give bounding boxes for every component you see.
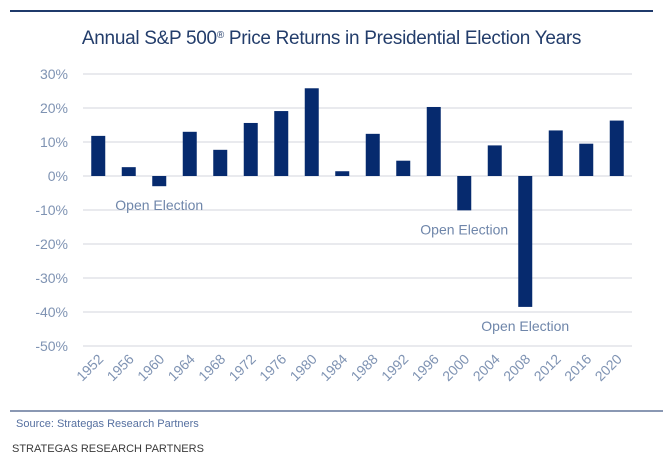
chart-title: Annual S&P 500® Price Returns in Preside… <box>0 28 663 50</box>
bar-1964 <box>182 131 197 176</box>
y-tick-label: 0% <box>48 168 68 184</box>
bar-1972 <box>243 122 258 176</box>
annotations: Open Election Open Election Open Election <box>115 197 569 334</box>
bar-2012 <box>548 130 563 176</box>
bar-1956 <box>121 167 136 176</box>
annotation-open-election: Open Election <box>481 318 569 334</box>
bar-2004 <box>487 145 502 176</box>
gridlines <box>83 73 632 347</box>
y-tick-label: 20% <box>40 100 68 116</box>
bar-2020 <box>609 120 624 176</box>
bar-1996 <box>426 106 441 176</box>
x-tick-label: 1984 <box>317 351 350 384</box>
annotation-open-election: Open Election <box>115 197 203 213</box>
bar-2008 <box>518 176 533 307</box>
bottom-rule <box>10 410 663 412</box>
bar-1984 <box>335 171 350 176</box>
top-rule <box>10 10 653 12</box>
image-caption: STRATEGAS RESEARCH PARTNERS <box>12 443 204 455</box>
x-tick-label: 2016 <box>561 351 594 384</box>
y-tick-label: 10% <box>40 134 68 150</box>
registered-mark: ® <box>216 30 224 41</box>
y-tick-label: -40% <box>35 304 68 320</box>
bar-chart: 30% 20% 10% 0% -10% -20% -30% -40% -50% 19521956… <box>35 66 632 384</box>
x-tick-label: 1988 <box>348 351 381 384</box>
x-tick-label: 1972 <box>226 351 259 384</box>
x-tick-label: 1992 <box>378 351 411 384</box>
y-tick-label: -10% <box>35 202 68 218</box>
y-tick-label: -30% <box>35 270 68 286</box>
x-tick-label: 2004 <box>470 351 503 384</box>
x-axis-ticks: 1952195619601964196819721976198019841988… <box>73 351 625 384</box>
x-tick-label: 1964 <box>165 351 198 384</box>
bar-1960 <box>152 176 167 187</box>
source-note: Source: Strategas Research Partners <box>16 418 199 430</box>
x-tick-label: 2012 <box>531 351 564 384</box>
x-tick-label: 1968 <box>195 351 228 384</box>
x-tick-label: 1960 <box>134 351 167 384</box>
y-axis-ticks: 30% 20% 10% 0% -10% -20% -30% -40% -50% <box>35 66 68 354</box>
bars <box>91 88 624 307</box>
bar-1952 <box>91 135 106 176</box>
x-tick-label: 1976 <box>256 351 289 384</box>
y-tick-label: 30% <box>40 66 68 82</box>
x-tick-label: 1952 <box>73 351 106 384</box>
bar-1968 <box>213 149 228 176</box>
x-tick-label: 2000 <box>439 351 472 384</box>
x-tick-label: 2020 <box>592 351 625 384</box>
bar-1976 <box>274 111 289 176</box>
bar-2000 <box>457 176 472 211</box>
title-text-rest: Price Returns in Presidential Election Y… <box>223 28 582 49</box>
x-tick-label: 2008 <box>500 351 533 384</box>
bar-1988 <box>365 133 380 176</box>
y-tick-label: -50% <box>35 338 68 354</box>
title-text: Annual S&P 500 <box>81 28 217 49</box>
x-tick-label: 1980 <box>287 351 320 384</box>
bar-1980 <box>304 88 319 176</box>
annotation-open-election: Open Election <box>420 221 508 237</box>
bar-2016 <box>579 143 594 176</box>
x-tick-label: 1956 <box>104 351 137 384</box>
x-tick-label: 1996 <box>409 351 442 384</box>
bar-1992 <box>396 160 411 176</box>
y-tick-label: -20% <box>35 236 68 252</box>
